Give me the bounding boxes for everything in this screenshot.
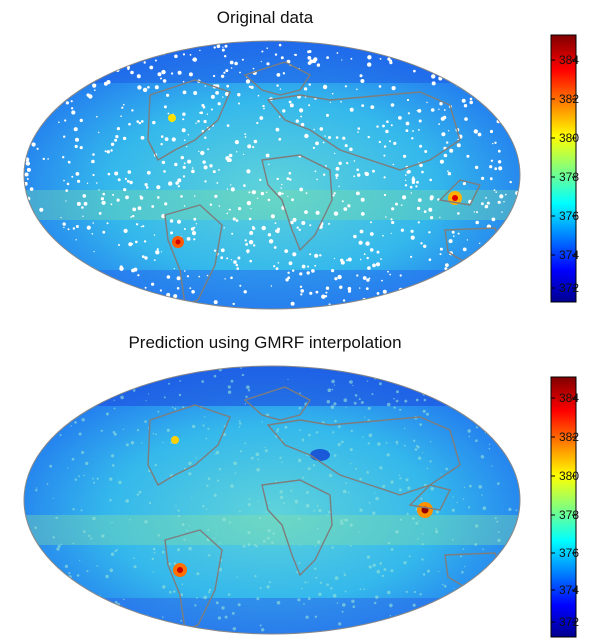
- cb2-tick-372: 372: [559, 615, 579, 629]
- prediction-colorbar: 384 382 380 378 376 374 372: [550, 376, 579, 638]
- cb1-tick-380: 380: [559, 131, 579, 145]
- cb2-tick-378: 378: [559, 508, 579, 522]
- original-data-map: [23, 40, 521, 310]
- cb1-tick-372: 372: [559, 281, 579, 295]
- cb2-tick-384: 384: [559, 391, 579, 405]
- cb2-tick-380: 380: [559, 469, 579, 483]
- cb1-tick-376: 376: [559, 209, 579, 223]
- cb2-tick-382: 382: [559, 430, 579, 444]
- prediction-map: [23, 365, 521, 635]
- cb1-tick-378: 378: [559, 170, 579, 184]
- cb1-tick-382: 382: [559, 92, 579, 106]
- prediction-title: Prediction using GMRF interpolation: [128, 333, 402, 352]
- cb2-tick-374: 374: [559, 583, 579, 597]
- cb2-tick-376: 376: [559, 546, 579, 560]
- original-data-title: Original data: [216, 8, 314, 27]
- cb1-tick-384: 384: [559, 53, 579, 67]
- original-data-colorbar: 384 382 380 378 376 374 372: [550, 34, 579, 303]
- cb1-tick-374: 374: [559, 248, 579, 262]
